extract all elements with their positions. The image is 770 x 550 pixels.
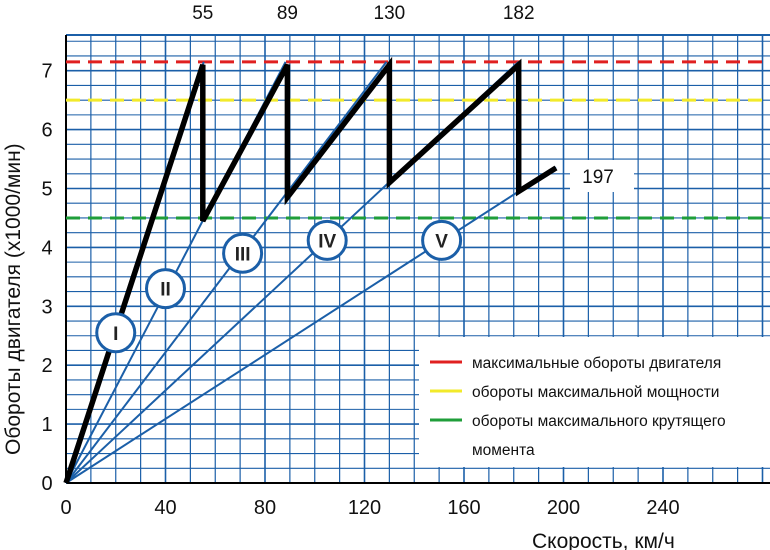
legend: максимальные обороты двигателя обороты ма… (419, 337, 770, 467)
x-tick-label: 0 (60, 497, 71, 519)
gear-label-III: III (235, 244, 251, 265)
top-speed-label: 197 (582, 167, 614, 188)
y-tick-label: 6 (41, 120, 52, 142)
shift-speed-labels: 55 89 130 182 197 (192, 3, 634, 192)
x-tick-label: 200 (547, 497, 580, 519)
y-tick-label: 0 (41, 473, 52, 495)
gear-label-IV: IV (318, 231, 336, 252)
x-tick-label: 40 (154, 497, 176, 519)
gear-circle-IV (306, 219, 348, 261)
y-axis-title: Обороты двигателя (x1000/мин) (2, 143, 25, 455)
y-tick-label: 1 (41, 414, 52, 436)
gear-label-I: I (113, 324, 118, 345)
y-tick-label: 3 (41, 296, 52, 318)
legend-label: момента (472, 442, 535, 459)
x-tick-label: 240 (646, 497, 679, 519)
gear-circle-V (421, 219, 463, 261)
legend-label: максимальные обороты двигателя (472, 355, 721, 372)
y-tick-label: 2 (41, 355, 52, 377)
acceleration-path (63, 56, 558, 484)
x-tick-label: 160 (447, 497, 480, 519)
x-tick-label: 120 (348, 497, 381, 519)
gear-circle-II (145, 268, 186, 310)
gear-line-III (65, 61, 388, 484)
y-tick-label: 4 (41, 237, 52, 259)
legend-box (419, 337, 770, 467)
tick-labels: 0 40 80 120 160 200 240 0 1 2 3 4 5 6 7 (41, 61, 679, 519)
gear-circle-I (95, 312, 137, 354)
reference-lines (66, 60, 770, 220)
acceleration-sawtooth (63, 56, 558, 484)
gear-label-V: V (435, 231, 448, 252)
gear-label-II: II (160, 280, 171, 301)
legend-label: обороты максимального крутящего (472, 413, 726, 430)
gear-line-V (65, 166, 557, 484)
shift-speed-label: 182 (503, 3, 535, 24)
shift-speed-label: 89 (277, 3, 298, 24)
shift-speed-label: 130 (374, 3, 406, 24)
y-tick-label: 5 (41, 179, 52, 201)
shift-speed-label: 55 (192, 3, 213, 24)
legend-label: обороты максимальной мощности (472, 384, 719, 401)
x-axis-title: Скорость, км/ч (532, 530, 675, 550)
gear-circle-III (222, 232, 264, 274)
top-speed-label-bg (570, 160, 634, 192)
y-tick-label: 7 (41, 61, 52, 83)
x-tick-label: 80 (254, 497, 276, 519)
